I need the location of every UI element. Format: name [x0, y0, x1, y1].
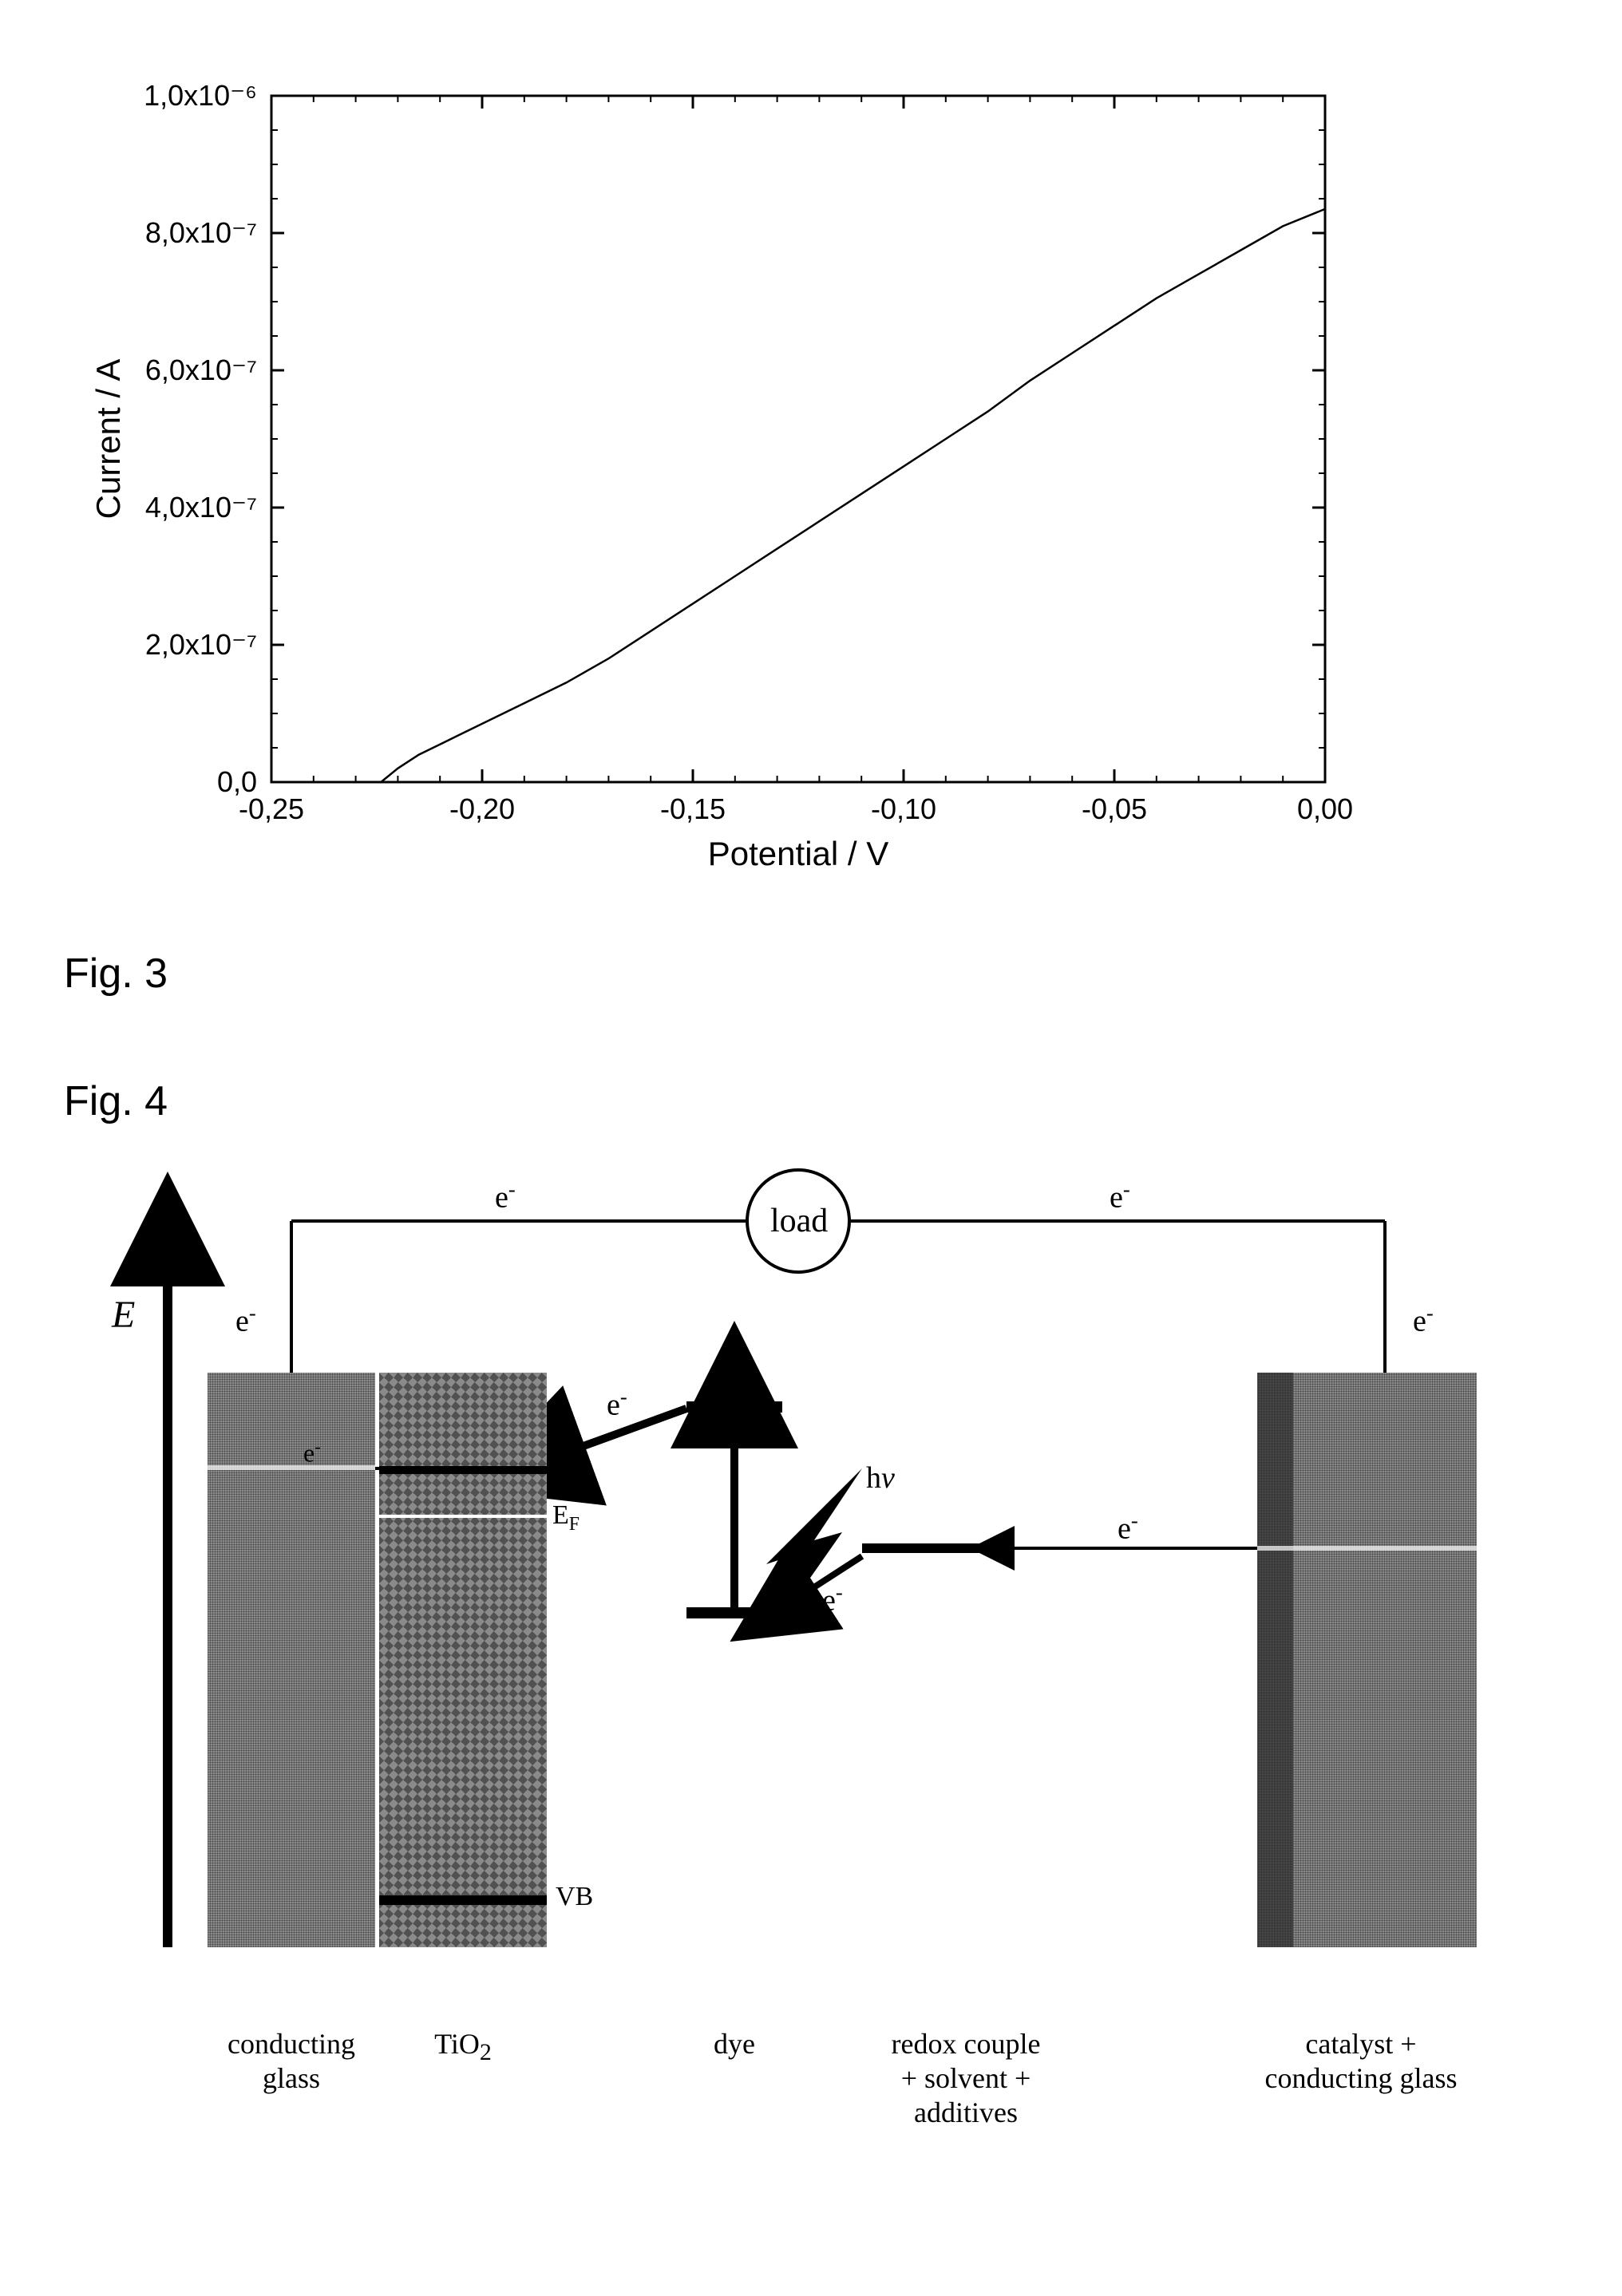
iv-curve-svg: -0,25-0,20-0,15-0,10-0,050,000,02,0x10⁻⁷… [64, 48, 1421, 878]
vb-level-line [379, 1895, 547, 1905]
hv-bolt [758, 1468, 862, 1612]
fig4-caption: Fig. 4 [64, 1077, 1558, 1125]
fig4-bottom-labels: conductingglass TiO2 dye redox couple+ s… [64, 2027, 1558, 2139]
conducting-glass-left-block [208, 1373, 375, 1947]
svg-text:2,0x10⁻⁷: 2,0x10⁻⁷ [145, 628, 257, 661]
cb-text: CB [552, 1451, 588, 1481]
catalyst-level-line [1257, 1546, 1477, 1551]
label-conducting-glass: conductingglass [192, 2027, 391, 2096]
load-text: load [770, 1202, 828, 1240]
svg-text:4,0x10⁻⁷: 4,0x10⁻⁷ [145, 491, 257, 524]
e-minus-dye-cb: e- [607, 1385, 627, 1423]
svg-text:0,00: 0,00 [1297, 792, 1353, 825]
glass-level-line [208, 1465, 375, 1470]
conducting-glass-right-block [1293, 1373, 1477, 1947]
e-minus-redox-dye: e- [822, 1580, 843, 1618]
dye-excited-level [686, 1401, 782, 1413]
svg-text:Current / A: Current / A [89, 359, 127, 520]
e-minus-right-vert: e- [1413, 1301, 1434, 1339]
dye-ground-level [686, 1607, 782, 1618]
cb-level-line [379, 1466, 547, 1474]
fig3-chart: -0,25-0,20-0,15-0,10-0,050,000,02,0x10⁻⁷… [64, 48, 1421, 926]
svg-text:-0,15: -0,15 [660, 792, 726, 825]
svg-text:1,0x10⁻⁶: 1,0x10⁻⁶ [144, 79, 257, 112]
tio2-block [379, 1373, 547, 1947]
svg-text:0,0: 0,0 [217, 765, 257, 798]
svg-text:-0,10: -0,10 [871, 792, 936, 825]
label-dye: dye [686, 2027, 782, 2061]
energy-axis-label: E [112, 1293, 135, 1337]
redox-level [862, 1543, 990, 1553]
label-redox: redox couple+ solvent +additives [854, 2027, 1078, 2131]
svg-text:Potential / V: Potential / V [708, 835, 888, 872]
svg-text:-0,05: -0,05 [1082, 792, 1147, 825]
e-minus-wire-left: e- [495, 1177, 516, 1215]
fig3-caption: Fig. 3 [64, 950, 1558, 998]
ef-level-line [379, 1515, 547, 1518]
catalyst-layer-block [1257, 1373, 1293, 1947]
ef-text: EF [552, 1500, 580, 1535]
svg-text:8,0x10⁻⁷: 8,0x10⁻⁷ [145, 216, 257, 249]
vb-text: VB [556, 1882, 593, 1912]
e-minus-glass: e- [303, 1436, 321, 1468]
svg-text:-0,20: -0,20 [449, 792, 515, 825]
e-minus-cat-redox: e- [1118, 1508, 1138, 1547]
e-minus-wire-right: e- [1110, 1177, 1130, 1215]
svg-text:6,0x10⁻⁷: 6,0x10⁻⁷ [145, 354, 257, 386]
hv-text: hν [866, 1460, 895, 1496]
label-catalyst: catalyst +conducting glass [1229, 2027, 1493, 2096]
fig4-diagram: E load e- e- e- e- e- e- hν e- e- CB EF … [64, 1149, 1558, 2155]
label-tio2: TiO2 [407, 2027, 519, 2067]
e-minus-left-vert: e- [235, 1301, 256, 1339]
